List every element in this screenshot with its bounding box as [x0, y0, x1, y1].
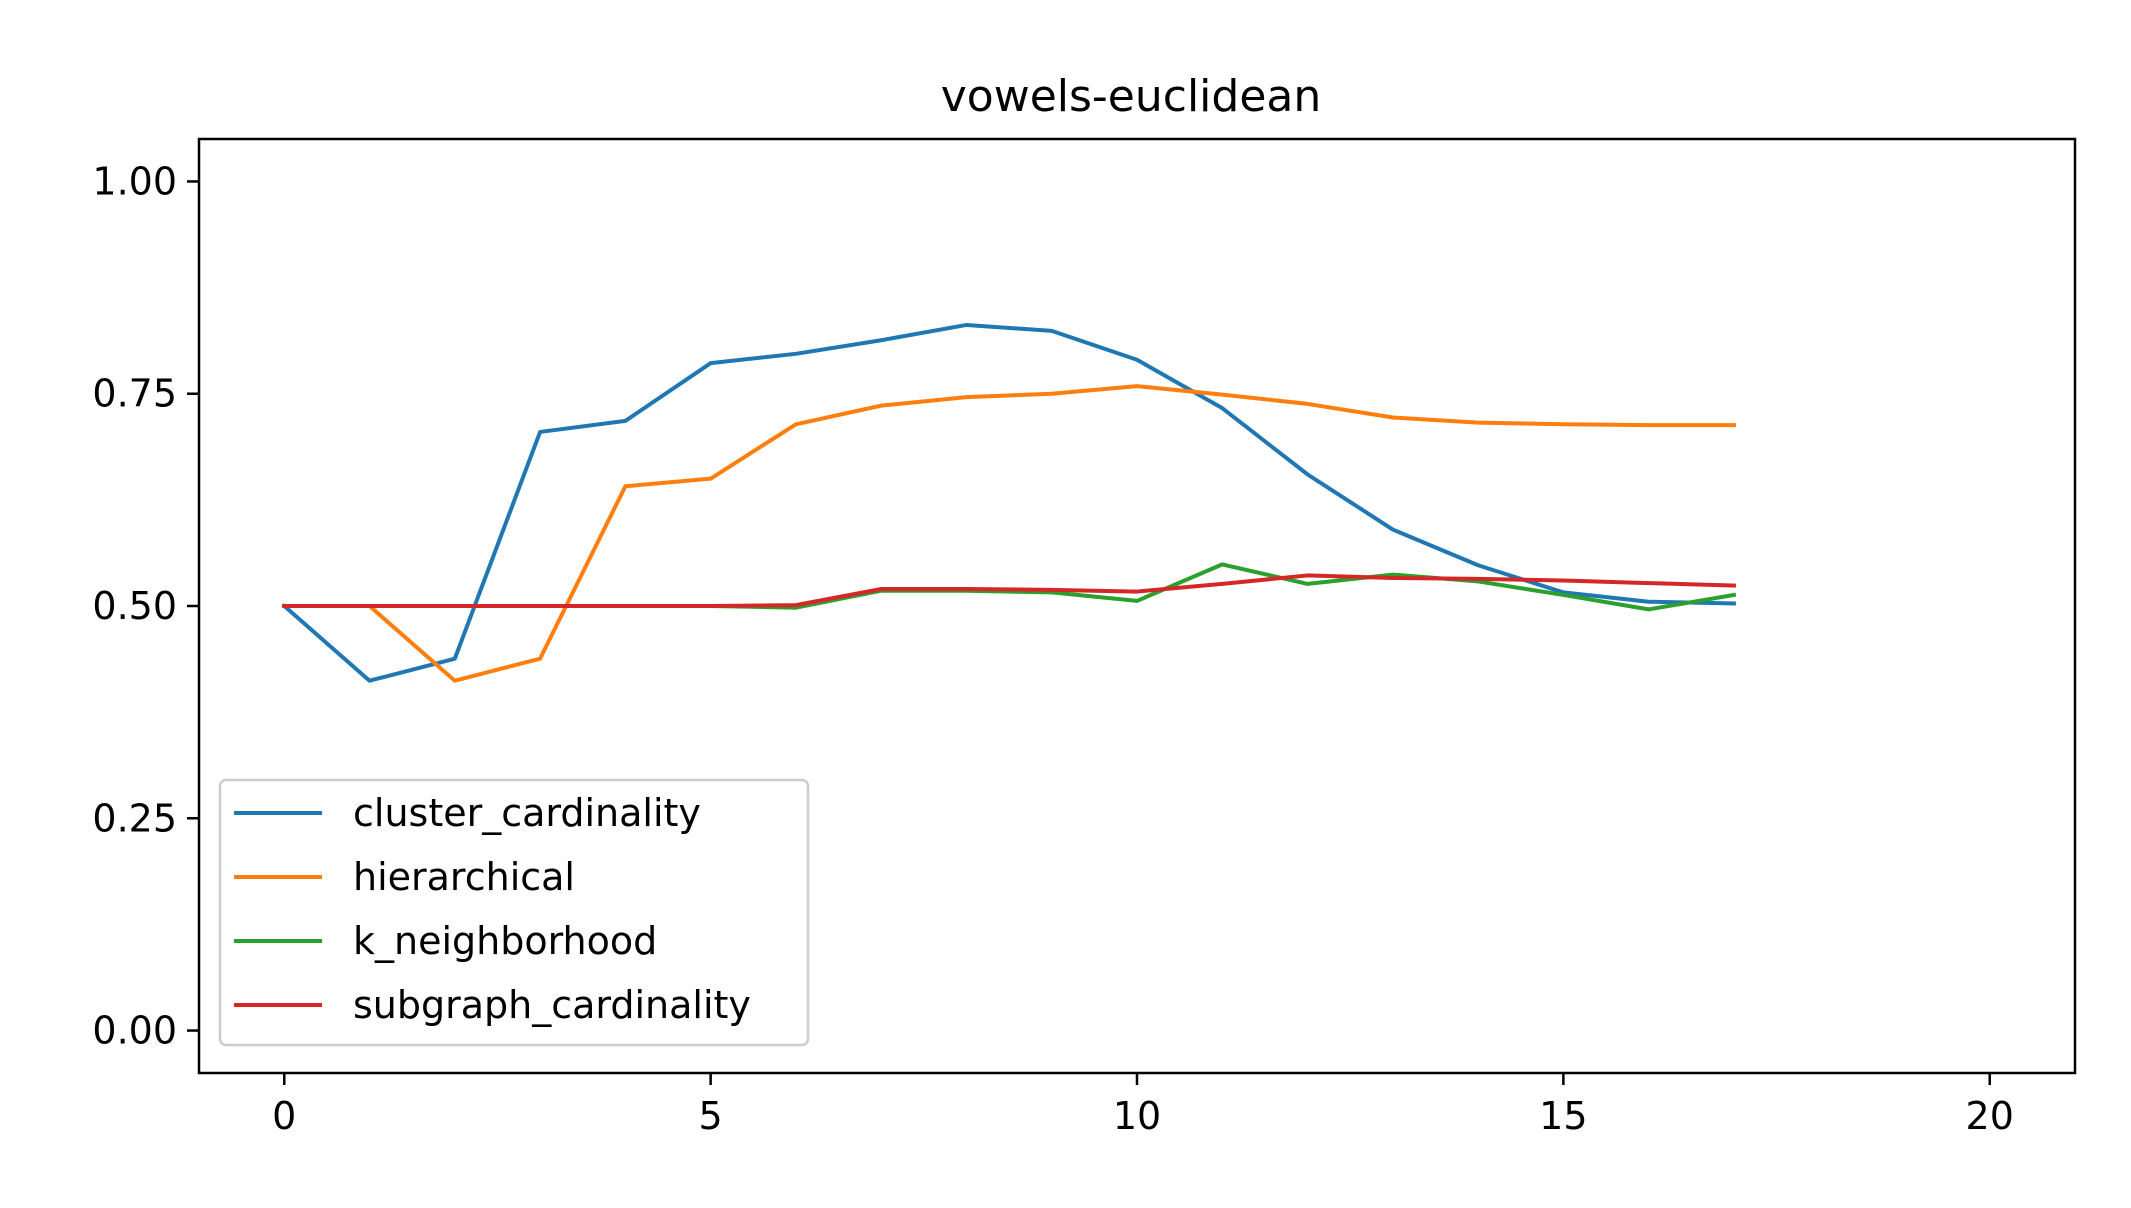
series-line-cluster-cardinality: [281, 322, 1736, 683]
x-tick-label: 20: [1966, 1094, 2014, 1138]
series-line-hierarchical: [282, 384, 1736, 683]
plot-area: [281, 322, 1737, 683]
legend: cluster_cardinality hierarchical k_neighbo…: [218, 778, 810, 1047]
legend-box: [218, 778, 810, 1047]
y-tick-label: 0.25: [92, 796, 177, 840]
legend-label-hierarchical: hierarchical: [353, 855, 575, 899]
legend-label-cluster-cardinality: cluster_cardinality: [353, 791, 701, 835]
y-tick-label: 1.00: [92, 159, 177, 203]
legend-label-k-neighborhood: k_neighborhood: [353, 919, 657, 963]
y-tick-label: 0.00: [92, 1009, 177, 1053]
y-tick-label: 0.75: [92, 372, 177, 416]
x-tick-label: 5: [699, 1094, 723, 1138]
series-line-subgraph-cardinality: [282, 573, 1736, 608]
x-tick-label: 10: [1113, 1094, 1161, 1138]
x-tick-label: 0: [272, 1094, 296, 1138]
legend-label-subgraph-cardinality: subgraph_cardinality: [353, 983, 751, 1027]
chart-title: vowels-euclidean: [941, 71, 1322, 122]
x-tick-label: 15: [1539, 1094, 1587, 1138]
y-tick-label: 0.50: [92, 584, 177, 628]
axes: 0 5 10 15 20 0.00 0.25 0.50 0.75 1.00: [92, 137, 2077, 1138]
